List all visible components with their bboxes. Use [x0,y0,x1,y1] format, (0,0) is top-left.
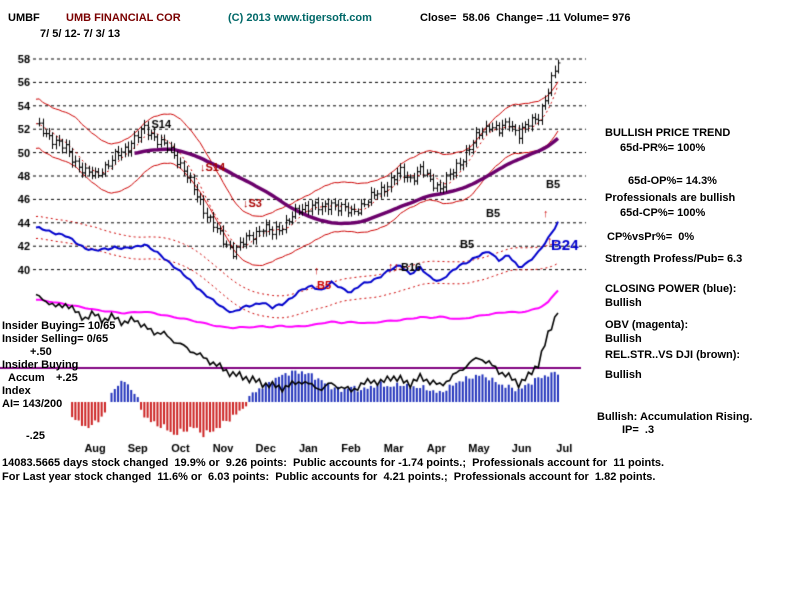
relstr-state: Bullish [605,369,642,381]
relstr-scale-plus50: +.50 [30,346,52,358]
pr-percent: 65d-PR%= 100% [620,142,706,154]
accumulation-note: Bullish: Accumulation Rising. [597,411,753,423]
ip-value: IP= .3 [622,424,655,436]
ticker-symbol: UMBF [8,12,40,24]
obv-label: OBV (magenta): [605,319,689,331]
stock-chart-canvas[interactable] [0,40,600,460]
company-name: UMB FINANCIAL COR [66,12,181,24]
relstr-scale-minus25: -.25 [26,430,45,442]
relstr-label: REL.STR..VS DJI (brown): [605,349,741,361]
professionals-note: Professionals are bullish [605,192,736,204]
insider-buying-label-2: Insider Buying [2,359,79,371]
closing-power-label: CLOSING POWER (blue): [605,283,737,295]
index-label: Index [2,385,31,397]
cp-vs-pr: CP%vsPr%= 0% [607,231,695,243]
insider-buying-label: Insider Buying= 10/65 [2,320,116,332]
summary-line-65d: 14083.5665 days stock changed 19.9% or 9… [2,457,665,469]
op-percent: 65d-OP%= 14.3% [628,175,717,187]
date-range: 7/ 5/ 12- 7/ 3/ 13 [40,28,121,40]
accumulation-index-value: AI= 143/200 [2,398,63,410]
strength-ratio: Strength Profess/Pub= 6.3 [605,253,743,265]
quote-line: Close= 58.06 Change= .11 Volume= 976 [420,12,631,24]
cp-percent: 65d-CP%= 100% [620,207,706,219]
obv-state: Bullish [605,333,642,345]
accum-label: Accum [8,372,45,384]
insider-selling-label: Insider Selling= 0/65 [2,333,109,345]
relstr-scale-plus25: +.25 [56,372,78,384]
copyright-text: (C) 2013 www.tigersoft.com [228,12,372,24]
closing-power-state: Bullish [605,297,642,309]
price-trend-title: BULLISH PRICE TREND [605,127,731,139]
summary-line-year: For Last year stock changed 11.6% or 6.0… [2,471,656,483]
